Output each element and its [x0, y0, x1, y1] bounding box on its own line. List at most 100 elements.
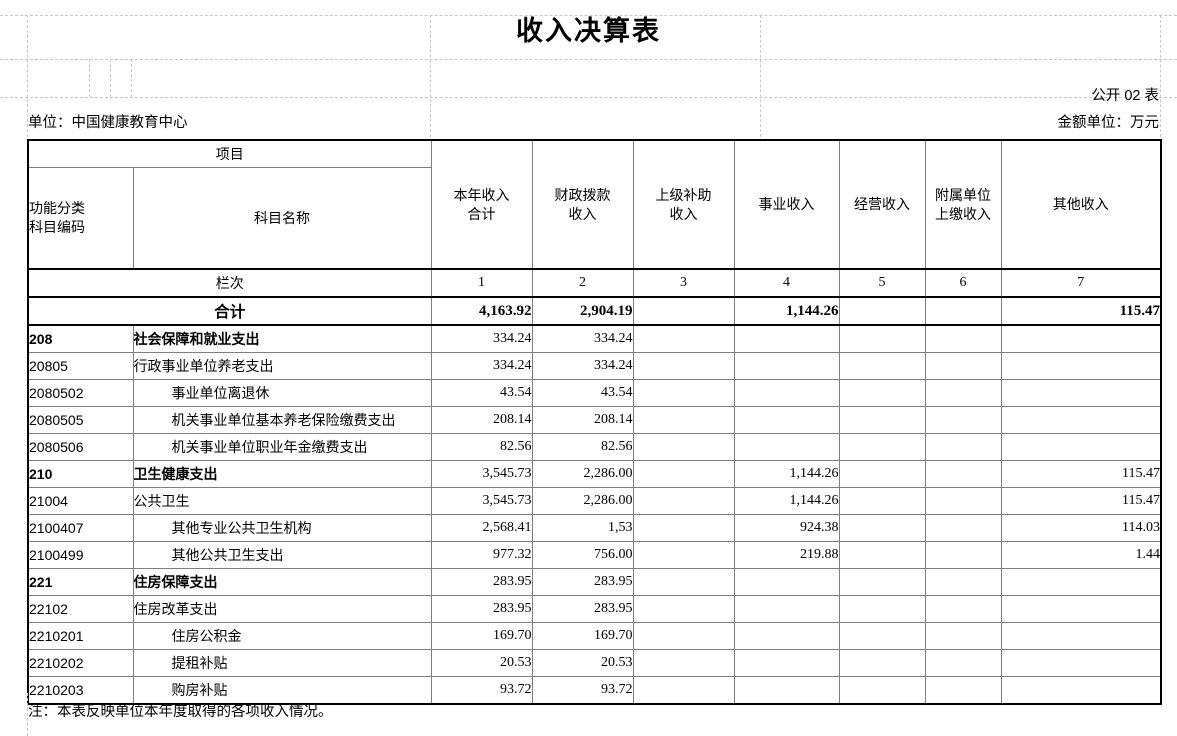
footnote: 注：本表反映单位本年度取得的各项收入情况。 [28, 704, 333, 720]
row-value-7: 1.44 [1000, 541, 1162, 569]
row-code: 22102 [27, 595, 134, 623]
row-value-4 [733, 406, 840, 434]
row-value-3 [632, 595, 735, 623]
table-row: 21004 公共卫生 3,545.73 2,286.00 1,144.26 115.47 [27, 487, 1162, 515]
table-row: 2080506 机关事业单位职业年金缴费支出 82.56 82.56 [27, 433, 1162, 461]
row-value-1: 3,545.73 [430, 460, 533, 488]
row-value-5 [838, 676, 926, 705]
row-code: 2210202 [27, 649, 134, 677]
header-col-6-line2: 上缴收入 [935, 205, 991, 222]
row-value-3 [632, 568, 735, 596]
row-value-2: 756.00 [531, 541, 634, 569]
table-header-row-2: 功能分类 科目编码 科目名称 [27, 167, 1161, 270]
header-col-2-line1: 财政拨款 [554, 186, 611, 203]
row-value-5 [838, 595, 926, 623]
header-col-7-line1: 其他收入 [1052, 196, 1109, 212]
row-value-5 [838, 433, 926, 461]
row-value-7 [1000, 568, 1162, 596]
table-header-row-1: 项目 本年收入 合计 财政拨款 收入 上级补助 收入 事业收入 经营收入 [27, 139, 1162, 270]
row-code: 21004 [27, 487, 134, 515]
total-value-2: 2,904.19 [531, 296, 634, 326]
finance-table: 项目 本年收入 合计 财政拨款 收入 上级补助 收入 事业收入 经营收入 [27, 139, 1162, 705]
row-value-1: 283.95 [430, 595, 533, 623]
row-value-2: 334.24 [531, 352, 634, 380]
row-value-7 [1000, 622, 1162, 650]
row-value-2: 2,286.00 [531, 487, 634, 515]
header-group-item: 项目 [27, 139, 432, 168]
row-value-5 [838, 514, 926, 542]
header-col-6: 附属单位 上缴收入 [924, 139, 1002, 270]
header-col-4: 事业收入 [733, 139, 840, 270]
page-title: 收入决算表 [516, 16, 661, 46]
row-value-2: 169.70 [531, 622, 634, 650]
table-row: 208 社会保障和就业支出 334.24 334.24 [27, 324, 1162, 353]
row-code: 208 [27, 324, 134, 353]
row-value-2: 283.95 [531, 568, 634, 596]
total-value-4: 1,144.26 [733, 296, 840, 326]
header-subject-name: 科目名称 [132, 167, 432, 270]
row-value-1: 208.14 [430, 406, 533, 434]
row-value-6 [924, 352, 1002, 380]
row-value-1: 3,545.73 [430, 487, 533, 515]
row-value-3 [632, 352, 735, 380]
lanci-5: 5 [838, 268, 926, 298]
row-value-7 [1000, 379, 1162, 407]
row-code: 2100407 [27, 514, 134, 542]
row-value-2: 1,53 [531, 514, 634, 542]
row-value-4 [733, 676, 840, 705]
table-row: 210 卫生健康支出 3,545.73 2,286.00 1,144.26 115.47 [27, 460, 1162, 488]
table-row: 2210202 提租补贴 20.53 20.53 [27, 649, 1162, 677]
row-subject-name: 住房公积金 [132, 622, 432, 650]
row-value-1: 2,568.41 [430, 514, 533, 542]
row-code: 2080505 [27, 406, 134, 434]
row-value-1: 20.53 [430, 649, 533, 677]
header-col-2-line2: 收入 [568, 205, 597, 222]
header-col-2: 财政拨款 收入 [531, 139, 634, 270]
row-value-7 [1000, 433, 1162, 461]
total-value-1: 4,163.92 [430, 296, 533, 326]
row-value-1: 283.95 [430, 568, 533, 596]
row-value-1: 82.56 [430, 433, 533, 461]
row-value-3 [632, 541, 735, 569]
row-subject-name: 住房改革支出 [132, 595, 432, 623]
row-value-1: 169.70 [430, 622, 533, 650]
total-value-3 [632, 296, 735, 326]
row-value-4 [733, 649, 840, 677]
row-value-3 [632, 379, 735, 407]
row-value-4 [733, 379, 840, 407]
row-code: 2210201 [27, 622, 134, 650]
income-final-accounts-table: 项目 本年收入 合计 财政拨款 收入 上级补助 收入 事业收入 经营收入 [27, 139, 1162, 705]
column-number-row: 栏次 1 2 3 4 5 6 7 [27, 268, 1162, 298]
row-value-5 [838, 406, 926, 434]
row-value-6 [924, 676, 1002, 705]
row-value-3 [632, 622, 735, 650]
row-subject-name: 社会保障和就业支出 [132, 324, 432, 353]
row-subject-name: 公共卫生 [132, 487, 432, 515]
row-subject-name: 机关事业单位基本养老保险缴费支出 [132, 406, 432, 434]
row-value-3 [632, 324, 735, 353]
row-value-1: 93.72 [430, 676, 533, 705]
unit-name: 单位：中国健康教育中心 [28, 115, 188, 131]
row-value-7 [1000, 324, 1162, 353]
row-subject-name: 住房保障支出 [132, 568, 432, 596]
row-value-4: 924.38 [733, 514, 840, 542]
header-col-3: 上级补助 收入 [632, 139, 735, 270]
header-col-3-line2: 收入 [669, 205, 698, 222]
header-col-4-line1: 事业收入 [758, 196, 815, 212]
row-value-2: 283.95 [531, 595, 634, 623]
row-subject-name: 提租补贴 [132, 649, 432, 677]
row-value-2: 82.56 [531, 433, 634, 461]
table-row: 22102 住房改革支出 283.95 283.95 [27, 595, 1162, 623]
lanci-7: 7 [1000, 268, 1162, 298]
row-value-7 [1000, 352, 1162, 380]
row-value-2: 93.72 [531, 676, 634, 705]
row-value-6 [924, 324, 1002, 353]
row-value-5 [838, 379, 926, 407]
row-code: 2080506 [27, 433, 134, 461]
row-value-3 [632, 406, 735, 434]
form-number: 公开 02 表 [1091, 88, 1159, 104]
table-row: 221 住房保障支出 283.95 283.95 [27, 568, 1162, 596]
row-subject-name: 其他公共卫生支出 [132, 541, 432, 569]
row-value-1: 43.54 [430, 379, 533, 407]
header-col-6-line1: 附属单位 [935, 186, 991, 203]
